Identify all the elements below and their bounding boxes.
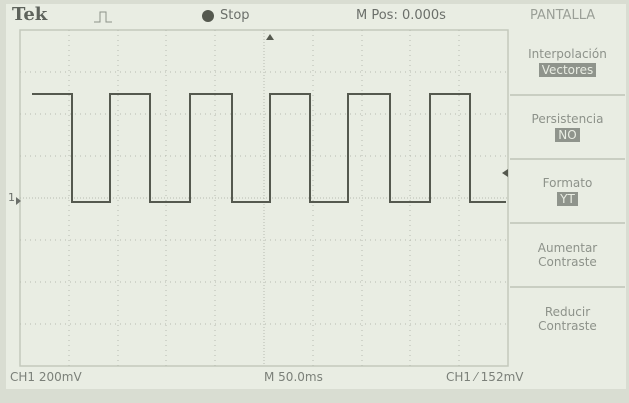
menu-label: Reducir Contraste xyxy=(538,305,597,333)
channel-arrow xyxy=(16,197,21,205)
menu-value: YT xyxy=(557,192,578,206)
horizontal-position: M Pos: 0.000s xyxy=(356,8,446,23)
menu-title: PANTALLA xyxy=(530,8,596,23)
run-status: Stop xyxy=(220,8,250,23)
screen: 1 Tek Stop M Pos: 0.000s PANTALLA Interp… xyxy=(6,4,626,389)
menu-label: Aumentar Contraste xyxy=(537,241,598,269)
trigger-icon xyxy=(94,11,112,23)
menu-item[interactable]: Aumentar Contraste xyxy=(510,222,625,286)
trigger-level-marker xyxy=(502,169,508,177)
brand: Tek xyxy=(12,4,48,25)
menu-item[interactable]: Persistencia NO xyxy=(510,94,625,158)
menu-label: Interpolación xyxy=(528,47,607,61)
menu-item[interactable]: Formato YT xyxy=(510,158,625,222)
menu-value: NO xyxy=(555,128,580,142)
graticule: 1 xyxy=(8,10,509,367)
channel-marker: 1 xyxy=(8,191,15,204)
menu-item[interactable]: Interpolación Vectores xyxy=(510,30,625,94)
stop-indicator xyxy=(202,10,214,22)
trigger-info: CH1 ⁄ 152mV xyxy=(446,370,524,384)
side-menu: Interpolación Vectores Persistencia NO Forma… xyxy=(510,30,625,350)
menu-item[interactable]: Reducir Contraste xyxy=(510,286,625,350)
menu-label: Formato xyxy=(542,176,593,190)
menu-label: Persistencia xyxy=(531,112,604,126)
channel-scale: CH1 200mV xyxy=(10,370,82,384)
timebase: M 50.0ms xyxy=(264,370,323,384)
trigger-position-marker xyxy=(266,34,274,40)
menu-value: Vectores xyxy=(538,63,597,77)
grid xyxy=(20,30,508,366)
waveform xyxy=(32,93,506,203)
